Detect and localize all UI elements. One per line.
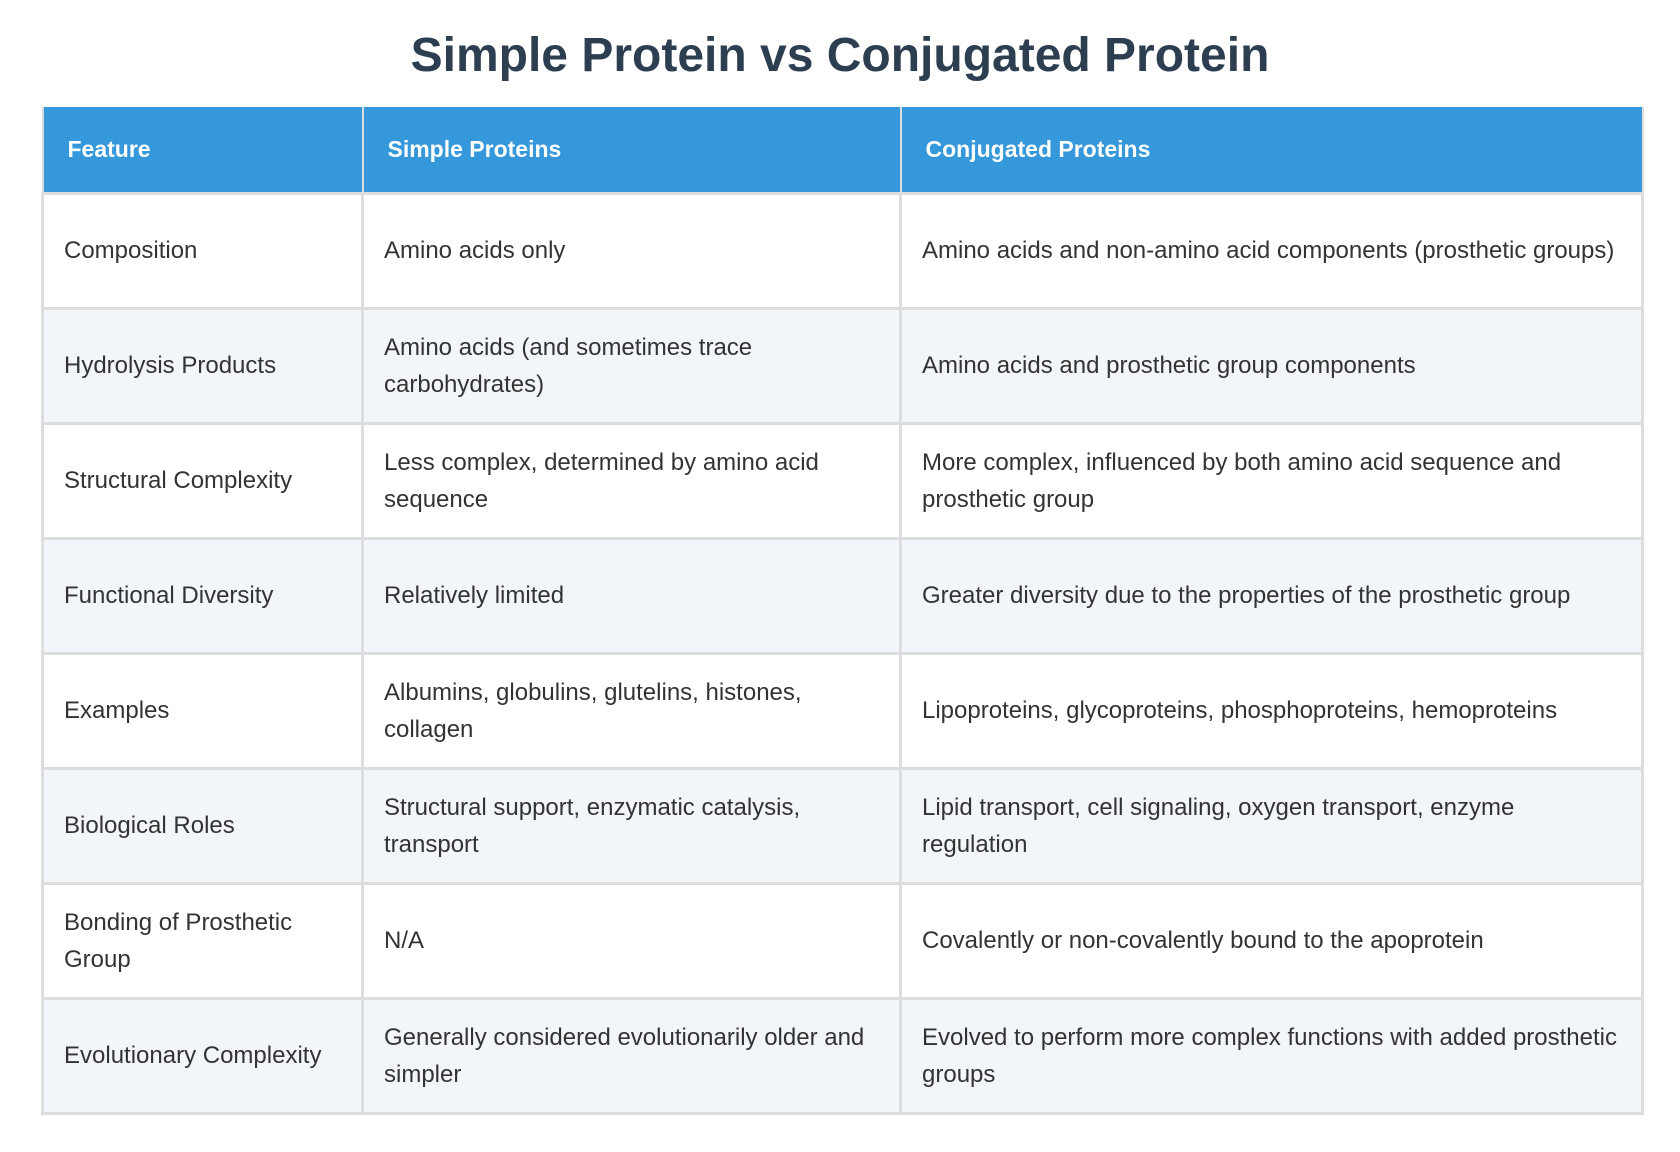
conjugated-cell: Evolved to perform more complex function…	[899, 996, 1644, 1115]
simple-cell: Albumins, globulins, glutelins, histones…	[361, 651, 902, 770]
header-conjugated-proteins: Conjugated Proteins	[899, 107, 1644, 194]
table-row: Examples Albumins, globulins, glutelins,…	[41, 651, 1644, 770]
simple-cell: Structural support, enzymatic catalysis,…	[361, 766, 902, 885]
feature-cell: Biological Roles	[41, 766, 364, 885]
comparison-table: Feature Simple Proteins Conjugated Prote…	[41, 107, 1644, 1115]
feature-cell: Examples	[41, 651, 364, 770]
feature-cell: Hydrolysis Products	[41, 306, 364, 425]
table-row: Evolutionary Complexity Generally consid…	[41, 996, 1644, 1115]
simple-cell: N/A	[361, 881, 902, 1000]
page-title: Simple Protein vs Conjugated Protein	[410, 29, 1270, 82]
conjugated-cell: Covalently or non-covalently bound to th…	[899, 881, 1644, 1000]
conjugated-cell: Greater diversity due to the properties …	[899, 536, 1644, 655]
feature-cell: Structural Complexity	[41, 421, 364, 540]
conjugated-cell: Amino acids and prosthetic group compone…	[899, 306, 1644, 425]
header-simple-proteins: Simple Proteins	[361, 107, 902, 194]
feature-cell: Composition	[41, 191, 364, 310]
simple-cell: Less complex, determined by amino acid s…	[361, 421, 902, 540]
conjugated-cell: Amino acids and non-amino acid component…	[899, 191, 1644, 310]
simple-cell: Generally considered evolutionarily olde…	[361, 996, 902, 1115]
table-row: Biological Roles Structural support, enz…	[41, 766, 1644, 885]
feature-cell: Evolutionary Complexity	[41, 996, 364, 1115]
feature-cell: Bonding of Prosthetic Group	[41, 881, 364, 1000]
conjugated-cell: More complex, influenced by both amino a…	[899, 421, 1644, 540]
simple-cell: Amino acids (and sometimes trace carbohy…	[361, 306, 902, 425]
feature-cell: Functional Diversity	[41, 536, 364, 655]
table-row: Structural Complexity Less complex, dete…	[41, 421, 1644, 540]
table-body: Composition Amino acids only Amino acids…	[41, 191, 1644, 1115]
simple-cell: Relatively limited	[361, 536, 902, 655]
header-row: Feature Simple Proteins Conjugated Prote…	[41, 107, 1644, 194]
conjugated-cell: Lipid transport, cell signaling, oxygen …	[899, 766, 1644, 885]
table-row: Functional Diversity Relatively limited …	[41, 536, 1644, 655]
table-row: Hydrolysis Products Amino acids (and som…	[41, 306, 1644, 425]
simple-cell: Amino acids only	[361, 191, 902, 310]
table-header: Feature Simple Proteins Conjugated Prote…	[41, 107, 1644, 194]
table-row: Bonding of Prosthetic Group N/A Covalent…	[41, 881, 1644, 1000]
header-feature: Feature	[41, 107, 364, 194]
conjugated-cell: Lipoproteins, glycoproteins, phosphoprot…	[899, 651, 1644, 770]
table-row: Composition Amino acids only Amino acids…	[41, 191, 1644, 310]
comparison-table-container: Feature Simple Proteins Conjugated Prote…	[41, 107, 1644, 1115]
